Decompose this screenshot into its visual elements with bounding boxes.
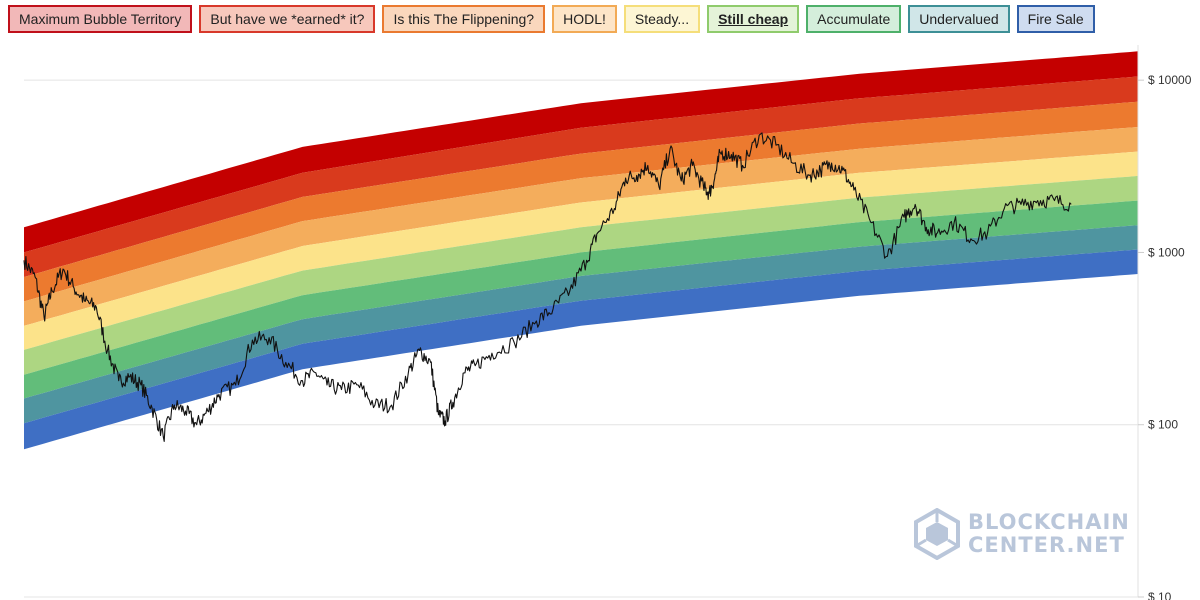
- blockchain-center-watermark: BLOCKCHAIN CENTER.NET: [914, 506, 1129, 562]
- legend-item-label: Steady...: [634, 11, 690, 27]
- price-line: [23, 132, 1072, 442]
- legend-item-8[interactable]: Fire Sale: [1016, 5, 1095, 33]
- legend-item-label: Fire Sale: [1027, 11, 1084, 27]
- y-tick-label: $ 10000: [1148, 73, 1192, 87]
- legend-bar: Maximum Bubble Territory But have we *ear…: [8, 5, 1095, 37]
- rainbow-band-7: [24, 225, 1138, 424]
- rainbow-band-6: [24, 200, 1138, 399]
- blockchain-cube-logo-icon: [914, 508, 960, 560]
- legend-item-0[interactable]: Maximum Bubble Territory: [8, 5, 193, 33]
- rainbow-band-3: [24, 127, 1138, 326]
- legend-item-2[interactable]: Is this The Flippening?: [382, 5, 546, 33]
- legend-item-4[interactable]: Steady...: [623, 5, 701, 33]
- y-tick-label: $ 10: [1148, 590, 1172, 600]
- legend-item-7[interactable]: Undervalued: [908, 5, 1010, 33]
- legend-item-label: But have we *earned* it?: [210, 11, 365, 27]
- legend-item-label: Still cheap: [718, 11, 789, 27]
- rainbow-band-2: [24, 101, 1138, 302]
- rainbow-band-0: [24, 51, 1138, 253]
- watermark-line-1: BLOCKCHAIN: [968, 510, 1130, 534]
- rainbow-band-4: [24, 151, 1138, 350]
- legend-item-5[interactable]: Still cheap: [707, 5, 800, 33]
- legend-item-3[interactable]: HODL!: [552, 5, 617, 33]
- watermark-line-2: CENTER.NET: [968, 533, 1125, 557]
- legend-item-1[interactable]: But have we *earned* it?: [199, 5, 376, 33]
- rainbow-bands: [24, 51, 1138, 450]
- rainbow-band-1: [24, 76, 1138, 277]
- y-axis-ticks: $ 10 $ 100 $ 1000 $ 10000: [1138, 73, 1192, 600]
- legend-item-label: HODL!: [563, 11, 606, 27]
- legend-item-6[interactable]: Accumulate: [806, 5, 902, 33]
- legend-item-label: Undervalued: [919, 11, 999, 27]
- y-tick-label: $ 100: [1148, 418, 1178, 432]
- price-series: [23, 132, 1072, 442]
- legend-item-label: Accumulate: [817, 11, 891, 27]
- legend-item-label: Maximum Bubble Territory: [19, 11, 182, 27]
- legend-item-label: Is this The Flippening?: [393, 11, 535, 27]
- rainbow-band-8: [24, 249, 1138, 450]
- y-tick-label: $ 1000: [1148, 245, 1185, 259]
- rainbow-band-5: [24, 175, 1138, 375]
